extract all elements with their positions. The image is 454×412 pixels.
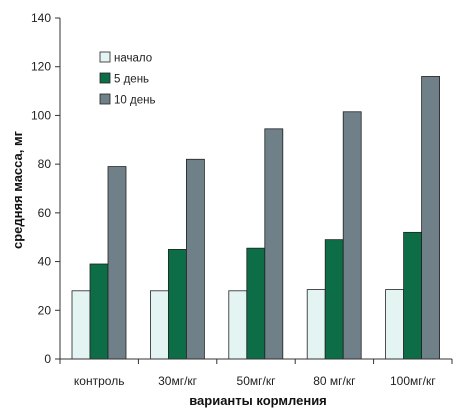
bar-2-3 (246, 247, 266, 360)
x-tick-label: 50мг/кг (237, 374, 277, 388)
legend-label: начало (114, 53, 152, 65)
bar-2-4 (324, 239, 344, 360)
y-axis-title: средняя масса, мг (10, 130, 25, 249)
bar-1-4 (306, 289, 326, 360)
bar-3-4 (342, 111, 362, 360)
bars-group (71, 76, 441, 360)
y-tick-label: 80 (38, 157, 52, 171)
bar-2-1 (89, 263, 109, 360)
legend-label: 5 день (114, 74, 149, 86)
x-tick-label: контроль (74, 374, 125, 388)
y-tick-label: 140 (31, 11, 51, 25)
axes-group (59, 18, 452, 360)
y-tick-label: 60 (38, 206, 52, 220)
bar-2-5 (403, 231, 423, 360)
y-tick-label: 20 (38, 303, 52, 317)
bar-3-1 (107, 166, 127, 360)
x-tick-label: 100мг/кг (390, 374, 436, 388)
bar-1-3 (228, 290, 248, 360)
bar-3-2 (185, 158, 205, 360)
y-tick-label: 120 (31, 60, 51, 74)
legend-swatch (99, 72, 111, 84)
bar-3-3 (264, 128, 284, 360)
x-tick-label: 80 мг/кг (313, 374, 356, 388)
bar-1-5 (385, 289, 405, 360)
bar-1-1 (71, 290, 91, 360)
x-tick-label: 30мг/кг (158, 374, 198, 388)
x-ticks-group: контроль 30мг/кг 50мг/кг 80 мг/кг 100мг/кг (59, 359, 453, 388)
y-tick-label: 0 (44, 352, 51, 366)
bar-3-5 (421, 76, 441, 360)
bar-2-2 (167, 248, 187, 360)
y-tick-label: 100 (31, 108, 51, 122)
y-tick-label: 40 (38, 255, 52, 269)
bar-1-2 (149, 290, 169, 360)
legend-label: 10 день (114, 95, 155, 107)
legend: начало 5 день 10 день (99, 51, 155, 107)
legend-swatch (99, 51, 111, 63)
y-ticks-group: 0 20 40 60 80 100 120 140 (31, 11, 60, 366)
legend-swatch (99, 93, 111, 105)
x-axis-title: варианты кормления (189, 393, 327, 408)
